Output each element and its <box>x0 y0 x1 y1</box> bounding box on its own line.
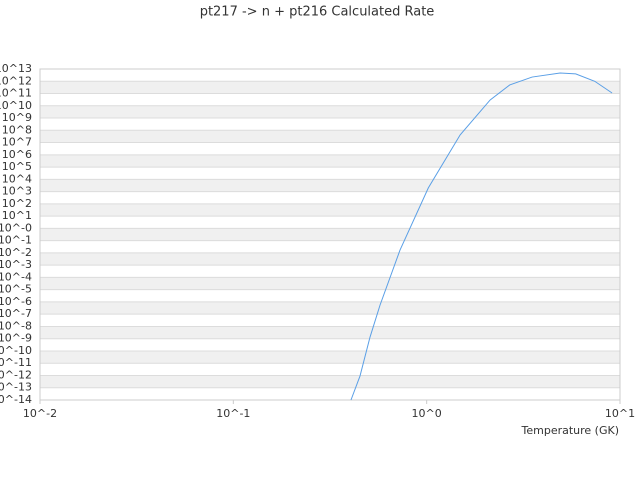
grid-band <box>40 301 620 315</box>
y-tick-label: 10^-13 <box>0 381 32 394</box>
y-tick-label: 10^10 <box>0 99 32 112</box>
y-tick-label: 10^-8 <box>0 319 32 332</box>
x-axis-label: Temperature (GK) <box>521 424 620 437</box>
y-tick-label: 10^8 <box>2 123 32 136</box>
chart-title: pt217 -> n + pt216 Calculated Rate <box>200 5 435 20</box>
y-tick-label: 10^-5 <box>0 283 32 296</box>
y-tick-label: 10^-6 <box>0 295 32 308</box>
grid-band <box>40 81 620 94</box>
y-tick-label: 10^-10 <box>0 344 32 357</box>
y-tick-label: 10^9 <box>2 111 32 124</box>
y-tick-label: 10^7 <box>2 136 32 149</box>
y-tick-label: 10^-4 <box>0 270 32 283</box>
grid-band <box>40 203 620 217</box>
x-tick-label: 10^-1 <box>216 407 250 420</box>
y-tick-label: 10^-12 <box>0 368 32 381</box>
grid-band <box>40 179 620 192</box>
y-tick-label: 10^-0 <box>0 221 32 234</box>
y-tick-label: 10^1 <box>2 209 32 222</box>
y-tick-label: 10^-11 <box>0 356 32 369</box>
x-tick-label: 10^-2 <box>23 407 57 420</box>
y-tick-label: 10^-9 <box>0 332 32 345</box>
grid-band <box>40 252 620 266</box>
grid-band <box>40 105 620 119</box>
y-tick-label: 10^4 <box>2 172 32 185</box>
grid-band <box>40 130 620 143</box>
y-tick-label: 10^3 <box>2 185 32 198</box>
y-tick-label: 10^11 <box>0 87 32 100</box>
y-tick-label: 10^2 <box>2 197 32 210</box>
y-tick-label: 10^-2 <box>0 246 32 259</box>
plot-frame <box>39 68 621 401</box>
y-tick-label: 10^-14 <box>0 393 32 406</box>
y-tick-label: 10^-7 <box>0 307 32 320</box>
grid-band <box>40 154 620 168</box>
grid-band <box>40 326 620 339</box>
grid-band <box>40 228 620 241</box>
grid-band <box>40 375 620 388</box>
y-tick-label: 10^-3 <box>0 258 32 271</box>
y-tick-label: 10^-1 <box>0 234 32 247</box>
grid-band <box>40 277 620 290</box>
y-tick-label: 10^6 <box>2 148 32 161</box>
y-tick-label: 10^5 <box>2 160 32 173</box>
data-line <box>350 72 613 401</box>
grid-band <box>40 350 620 364</box>
y-tick-label: 10^13 <box>0 62 32 75</box>
x-tick-label: 10^0 <box>412 407 442 420</box>
x-tick-label: 10^1 <box>605 407 635 420</box>
y-tick-label: 10^12 <box>0 74 32 87</box>
